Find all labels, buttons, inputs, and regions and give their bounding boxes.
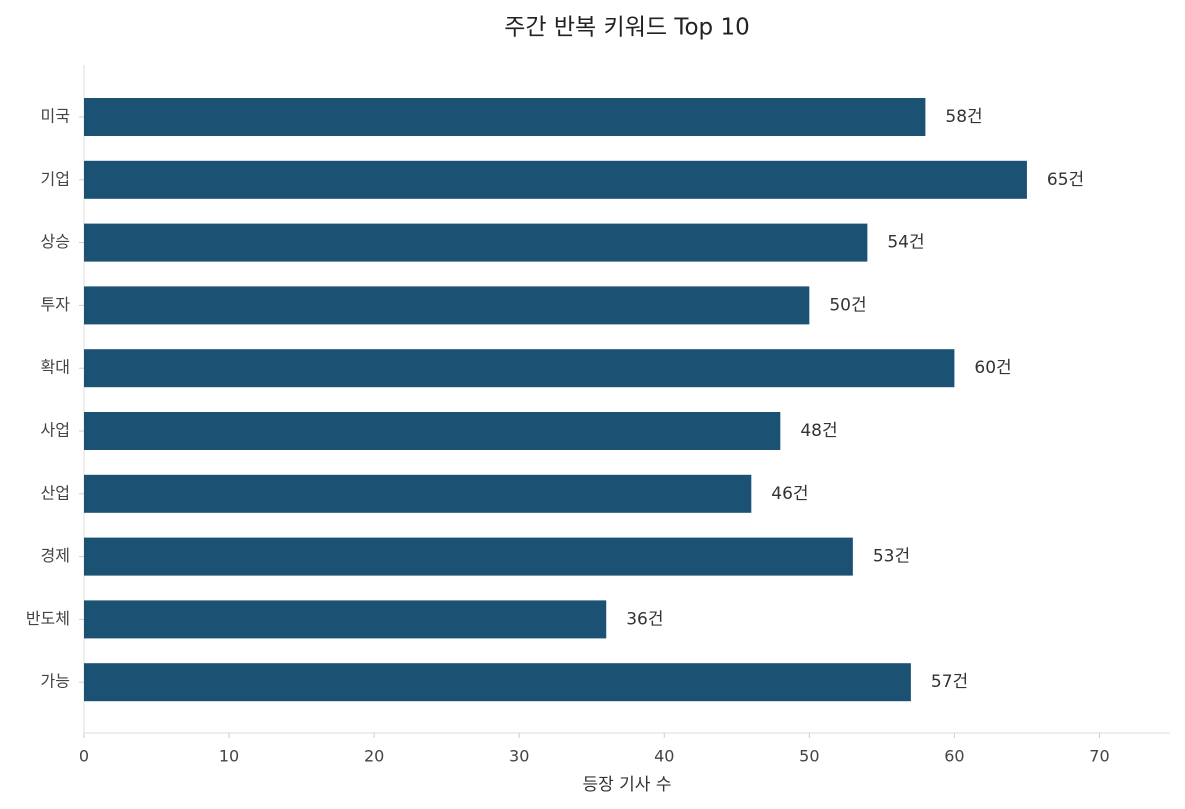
chart-title: 주간 반복 키워드 Top 10 xyxy=(504,15,749,41)
value-label: 58건 xyxy=(945,107,982,127)
value-label: 57건 xyxy=(931,672,968,692)
bar xyxy=(84,223,868,262)
y-tick-label: 산업 xyxy=(41,483,70,502)
bar xyxy=(84,412,781,450)
bar xyxy=(84,663,911,702)
y-tick-label: 사업 xyxy=(41,421,70,440)
y-tick-label: 기업 xyxy=(41,169,70,188)
y-tick-label: 확대 xyxy=(41,358,70,377)
x-tick-label: 0 xyxy=(79,747,89,766)
value-label: 36건 xyxy=(626,609,663,629)
bar xyxy=(84,537,853,576)
bar xyxy=(84,98,926,136)
x-tick-label: 50 xyxy=(799,747,819,766)
value-label: 46건 xyxy=(771,484,808,504)
value-label: 54건 xyxy=(887,233,924,253)
value-label: 65건 xyxy=(1047,170,1084,190)
x-tick-label: 40 xyxy=(654,747,674,766)
bar xyxy=(84,474,752,513)
x-tick-label: 70 xyxy=(1089,747,1109,766)
y-tick-label: 가능 xyxy=(41,672,70,691)
y-tick-label: 미국 xyxy=(41,107,70,126)
x-axis-label: 등장 기사 수 xyxy=(582,775,671,795)
bar xyxy=(84,349,955,388)
bar xyxy=(84,160,1027,199)
value-label: 60건 xyxy=(974,358,1011,378)
y-tick-label: 투자 xyxy=(41,295,71,314)
x-tick-label: 30 xyxy=(509,747,529,766)
bar xyxy=(84,286,810,325)
bar xyxy=(84,600,607,639)
value-label: 50건 xyxy=(829,295,866,315)
x-tick-label: 20 xyxy=(364,747,384,766)
y-tick-label: 반도체 xyxy=(26,609,70,628)
value-label: 53건 xyxy=(873,547,910,567)
y-tick-label: 경제 xyxy=(41,546,70,565)
value-label: 48건 xyxy=(800,421,837,441)
x-tick-label: 10 xyxy=(219,747,239,766)
x-tick-label: 60 xyxy=(944,747,964,766)
y-tick-label: 상승 xyxy=(41,232,70,251)
